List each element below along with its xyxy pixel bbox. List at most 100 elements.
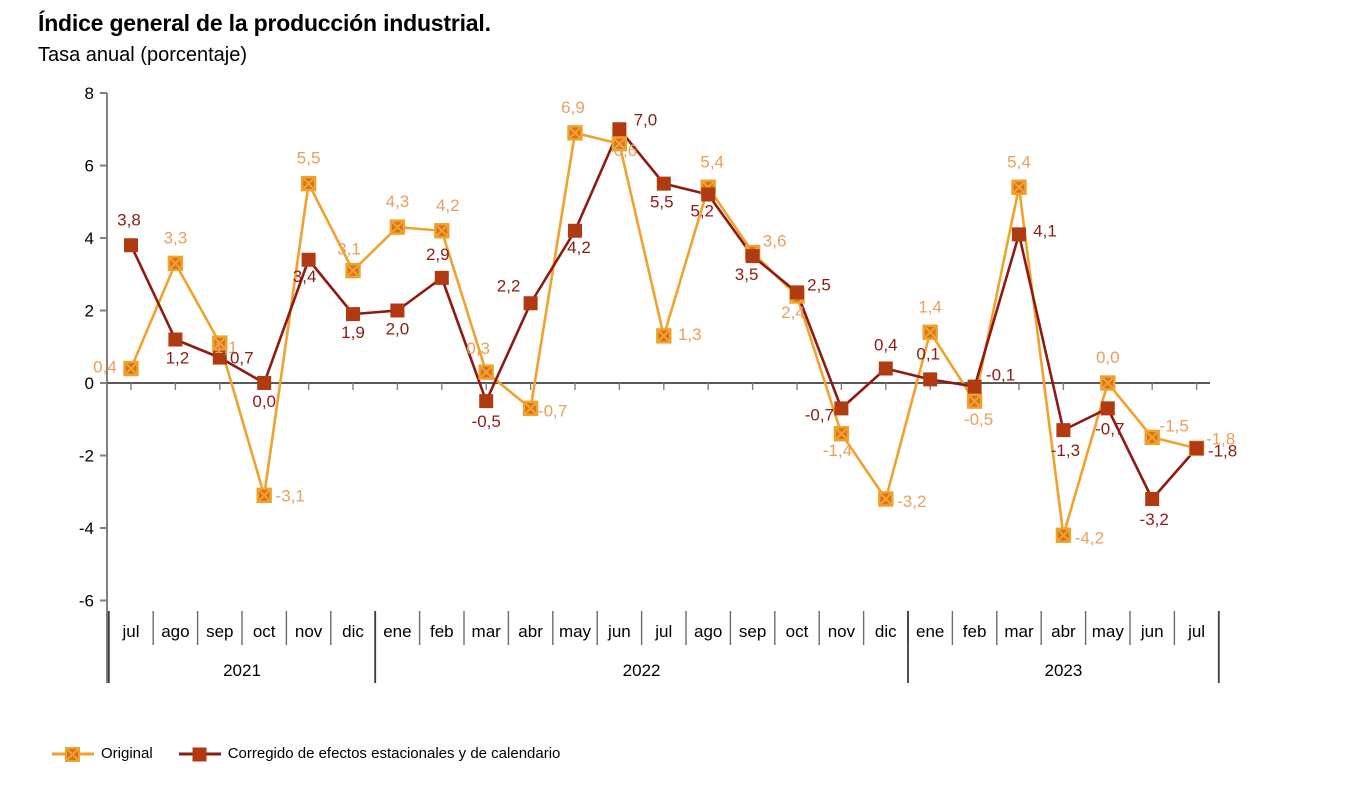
data-label-corregido: 0,4 — [874, 336, 898, 355]
data-point-marker-corregido — [390, 303, 405, 318]
legend-swatch-corregido — [178, 747, 221, 761]
x-axis-month-label: jul — [1187, 622, 1205, 641]
x-axis-month-label: nov — [828, 622, 856, 641]
x-axis-year-label: 2021 — [223, 661, 261, 680]
data-label-corregido: 1,2 — [166, 349, 190, 368]
data-label-original: 5,4 — [700, 152, 724, 171]
data-point-marker-corregido — [701, 187, 716, 202]
marker-cross-stroke — [878, 491, 894, 507]
data-label-original: 5,5 — [297, 149, 321, 168]
x-axis-month-label: abr — [1051, 622, 1076, 641]
data-label-corregido: 7,0 — [634, 110, 658, 129]
data-label-original: 4,2 — [436, 196, 460, 215]
data-label-original: -1,5 — [1160, 416, 1189, 435]
x-axis-month-label: ago — [694, 622, 722, 641]
y-axis-tick-label: 2 — [85, 302, 94, 321]
data-point-marker-corregido — [923, 372, 938, 387]
marker-cross-stroke — [567, 125, 583, 141]
data-point-marker-corregido — [745, 249, 760, 264]
data-label-original: 6,9 — [561, 98, 585, 117]
data-label-corregido: 1,9 — [341, 323, 365, 342]
data-label-original: 1,3 — [678, 325, 702, 344]
data-label-original: 0,4 — [93, 358, 117, 377]
legend-item-corregido[interactable]: Corregido de efectos estacionales y de c… — [178, 745, 561, 762]
data-point-marker-corregido — [301, 252, 316, 267]
legend-label-original: Original — [101, 745, 153, 762]
data-point-marker-corregido — [967, 379, 982, 394]
data-point-marker-corregido — [1100, 401, 1115, 416]
y-axis-tick-label: -4 — [79, 519, 94, 538]
data-label-corregido: -1,3 — [1051, 441, 1080, 460]
legend-swatch-original — [52, 746, 94, 762]
data-point-marker-corregido — [790, 285, 804, 300]
data-label-corregido: -0,5 — [472, 412, 501, 431]
data-label-corregido: -0,1 — [986, 366, 1015, 385]
data-label-corregido: -0,7 — [1095, 419, 1124, 438]
data-label-original: -1,8 — [1206, 429, 1235, 448]
data-label-original: -0,5 — [964, 410, 993, 429]
data-label-corregido: 2,5 — [807, 275, 831, 294]
data-point-marker-corregido — [878, 361, 893, 376]
data-label-original: 1,4 — [918, 297, 942, 316]
y-axis-tick-label: 0 — [85, 374, 94, 393]
data-point-marker-corregido — [168, 332, 183, 347]
x-axis-month-label: jun — [607, 622, 631, 641]
data-label-corregido: 0,0 — [252, 392, 276, 411]
y-axis-tick-label: 6 — [85, 157, 94, 176]
marker-cross-stroke — [434, 223, 450, 239]
x-axis-month-label: ene — [916, 622, 944, 641]
data-point-marker-corregido — [568, 223, 582, 238]
data-point-marker-corregido — [1145, 492, 1160, 506]
data-point-marker-corregido — [523, 296, 538, 311]
chart-legend: Original Corregido de efectos estacional… — [52, 745, 560, 762]
data-label-corregido: 5,5 — [650, 193, 674, 212]
legend-label-corregido: Corregido de efectos estacionales y de c… — [227, 745, 561, 762]
marker-cross-stroke — [967, 393, 982, 409]
x-axis-month-label: sep — [206, 622, 233, 641]
legend-item-original[interactable]: Original — [52, 745, 153, 762]
data-label-corregido: 3,4 — [293, 267, 317, 286]
x-axis-month-label: nov — [295, 622, 323, 641]
data-point-marker-corregido — [656, 176, 671, 191]
marker-cross-stroke — [656, 328, 672, 344]
data-point-marker-corregido — [1012, 227, 1026, 242]
data-label-original: 5,4 — [1007, 152, 1031, 171]
data-label-corregido: 0,1 — [916, 344, 940, 363]
data-point-marker-corregido — [346, 307, 360, 322]
x-axis-month-label: jun — [1140, 622, 1164, 641]
data-point-marker-corregido — [1189, 441, 1204, 456]
data-label-corregido: -3,2 — [1140, 510, 1169, 529]
data-point-marker-corregido — [1056, 423, 1071, 438]
x-axis-month-label: feb — [963, 622, 987, 641]
marker-cross-stroke — [834, 426, 849, 442]
page-subtitle: Tasa anual (porcentaje) — [38, 44, 248, 66]
data-point-marker-corregido — [257, 376, 272, 390]
marker-cross-stroke — [612, 136, 627, 152]
x-axis-month-label: ene — [383, 622, 411, 641]
marker-cross-stroke — [212, 335, 228, 351]
page-title: Índice general de la producción industri… — [38, 10, 491, 36]
data-point-marker-corregido — [124, 238, 138, 253]
marker-cross-stroke — [1011, 179, 1027, 195]
data-label-original: 3,3 — [164, 228, 188, 247]
data-label-corregido: -0,7 — [805, 405, 834, 424]
data-label-original: -0,7 — [538, 401, 567, 420]
marker-cross-stroke — [1056, 527, 1071, 543]
x-axis-month-label: sep — [739, 622, 766, 641]
data-label-original: -1,4 — [823, 441, 852, 460]
data-label-original: 1,1 — [214, 338, 238, 357]
marker-cross-stroke — [922, 324, 938, 340]
x-axis-month-label: mar — [472, 622, 502, 641]
marker-cross-stroke — [390, 219, 405, 235]
x-axis-month-label: may — [559, 622, 592, 641]
data-label-original: 0,0 — [1096, 348, 1120, 367]
data-label-original: 4,3 — [386, 192, 410, 211]
data-point-marker-corregido — [834, 401, 849, 416]
x-axis-month-label: may — [1092, 622, 1125, 641]
marker-cross-stroke — [1100, 375, 1116, 391]
data-label-corregido: 3,5 — [735, 265, 759, 284]
x-axis-year-label: 2022 — [623, 661, 661, 680]
marker-cross-stroke — [168, 256, 183, 271]
data-point-marker-corregido — [479, 394, 494, 409]
